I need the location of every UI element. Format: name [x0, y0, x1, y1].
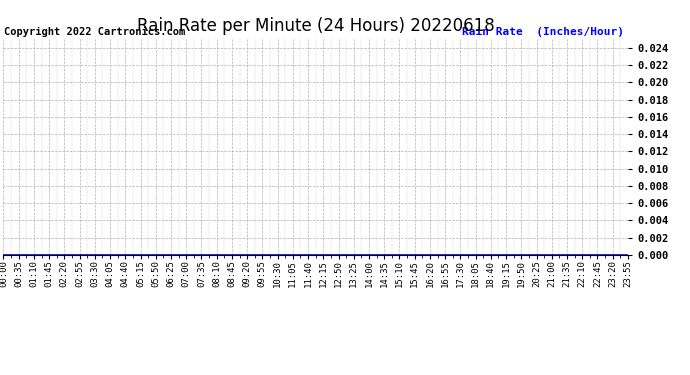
Title: Rain Rate per Minute (24 Hours) 20220618: Rain Rate per Minute (24 Hours) 20220618 — [137, 16, 495, 34]
Text: Copyright 2022 Cartronics.com: Copyright 2022 Cartronics.com — [4, 27, 186, 37]
Text: Rain Rate  (Inches/Hour): Rain Rate (Inches/Hour) — [462, 27, 624, 37]
